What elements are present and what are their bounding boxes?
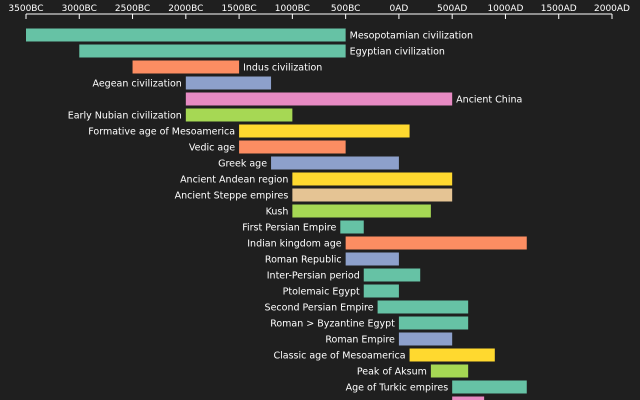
bar (271, 156, 399, 170)
bar-label: First Persian Empire (242, 223, 336, 234)
bar (363, 284, 399, 298)
bar (345, 236, 527, 250)
bar-label: Indian kingdom age (247, 239, 342, 250)
x-tick-label: 2000BC (168, 4, 203, 14)
bar-label: Ancient Steppe empires (175, 191, 289, 202)
bar (452, 396, 485, 400)
bar-label: Vedic age (189, 143, 235, 154)
bar (79, 44, 346, 58)
bar (132, 60, 240, 74)
bar-label: Early Nubian civilization (68, 111, 182, 122)
x-tick-label: 2000AD (594, 4, 630, 14)
bar-label: Ptolemaic Egypt (283, 287, 360, 298)
bar (398, 332, 453, 346)
bar-label: Roman Republic (265, 255, 342, 266)
bar (363, 268, 421, 282)
x-axis: 3500BC 3000BC 2500BC 2000BC 1500BC 1000BC 500B… (8, 4, 630, 19)
x-tick-label: 1500AD (541, 4, 577, 14)
bar (340, 220, 364, 234)
bars: Mesopotamian civilization Egyptian civili… (26, 28, 527, 400)
bar (185, 76, 272, 90)
x-tick-label: 1000BC (275, 4, 310, 14)
x-tick-label: 500AD (437, 4, 467, 14)
bar (377, 300, 469, 314)
bar-label: Age of Turkic empires (346, 383, 449, 394)
bar (398, 316, 469, 330)
bar (239, 124, 410, 138)
bar (292, 204, 431, 218)
bar (185, 92, 453, 106)
bar-label: Indus civilization (243, 63, 322, 74)
x-tick-label: 500BC (331, 4, 360, 14)
bar-label: Second Persian Empire (265, 303, 374, 314)
x-tick-label: 3000BC (62, 4, 97, 14)
bar-label: Peak of Aksum (357, 367, 427, 378)
bar (239, 140, 346, 154)
x-tick-label: 2500BC (115, 4, 150, 14)
bar (345, 252, 399, 266)
bar-label: Formative age of Mesoamerica (88, 127, 235, 138)
bar-label: Mesopotamian civilization (350, 31, 473, 42)
x-tick-label: 3500BC (8, 4, 43, 14)
x-tick-label: 1000AD (487, 4, 523, 14)
bar-label: Egyptian civilization (350, 47, 445, 58)
bar-label: Roman > Byzantine Egypt (270, 319, 395, 330)
bar-label: Inter-Persian period (267, 271, 360, 282)
bar-label: Ancient China (456, 95, 522, 106)
bar (452, 380, 527, 394)
bar (185, 108, 293, 122)
bar (292, 172, 453, 186)
x-tick-label: 0AD (389, 4, 408, 14)
bar-label: Roman Empire (325, 335, 395, 346)
bar-label: Kush (266, 207, 289, 218)
bar (26, 28, 346, 42)
bar (409, 348, 495, 362)
bar-label: Ancient Andean region (180, 175, 288, 186)
bar-label: Classic age of Mesoamerica (273, 351, 405, 362)
bar (292, 188, 453, 202)
bar-label: Greek age (218, 159, 267, 170)
bar-label: Aegean civilization (92, 79, 181, 90)
bar (430, 364, 469, 378)
x-tick-label: 1500BC (221, 4, 256, 14)
